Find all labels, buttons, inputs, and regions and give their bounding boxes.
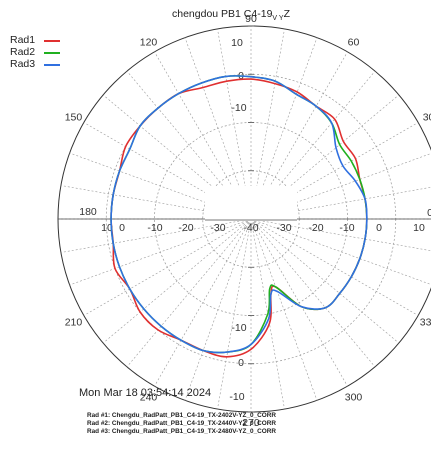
angle-label: 30 [423,112,431,124]
angle-label: 60 [348,36,360,48]
radial-tick-label: -10 [231,102,246,114]
center-mask [205,186,297,220]
legend-swatch [44,40,60,42]
series-line-rad3 [110,75,368,354]
legend-label: Rad2 [10,46,36,58]
angle-label: 270 [242,417,260,429]
angle-label: 0 [427,207,431,219]
legend-label: Rad3 [10,58,36,70]
title-text: chengdou PB1 C4-19 [172,8,273,20]
radial-tick-label: 10 [413,222,425,234]
grid-spoke [250,218,431,285]
grid-spoke [102,218,252,344]
legend-item-rad2: Rad2 [10,46,90,58]
radial-tick-label: -30 [210,222,225,234]
angle-labels: 0 30 60 90 120 150 180 210 240 270 300 330 [65,13,431,429]
angle-label: 150 [65,112,83,124]
grid-spoke [184,218,252,401]
grid-spoke [69,218,252,286]
angle-label: 90 [245,13,257,25]
grid-spoke [250,218,431,252]
title-tail: Z [283,8,290,20]
radial-tick-label: 0 [119,222,125,234]
legend-label: Rad1 [10,34,36,46]
angle-label: 330 [420,317,431,329]
radial-tick-label: 10 [101,222,113,234]
grid-spoke [154,218,252,387]
title-subscript: V Y [272,15,284,22]
timestamp: Mon Mar 18 03:54:14 2024 [79,387,212,399]
radial-tick-label: -10 [231,322,246,334]
radial-tick-label: -20 [308,222,323,234]
grid-spoke [250,218,419,316]
angle-label: 120 [140,36,158,48]
legend-item-rad1: Rad1 [10,34,90,46]
grid-spoke [217,218,252,410]
radial-tick-label: -20 [178,222,193,234]
grid-spoke [250,218,376,368]
grid-spoke [250,218,400,344]
legend-swatch [44,52,60,54]
footer-line: Rad #3: Chengdu_RadPatt_PB1_C4-19_TX-248… [87,428,276,435]
grid-spoke [250,218,348,387]
legend-item-rad3: Rad3 [10,58,90,70]
series-traces [110,75,368,358]
angle-label: 300 [345,392,363,404]
legend-swatch [44,64,60,66]
footer-line: Rad #1: Chengdu_RadPatt_PB1_C4-19_TX-240… [87,412,276,419]
footer-file-list: Rad #1: Chengdu_RadPatt_PB1_C4-19_TX-240… [87,412,276,436]
radial-tick-label: -10 [229,391,244,403]
grid-spoke [83,218,252,316]
radial-tick-label: 0 [376,222,382,234]
grid-spoke [250,218,318,401]
angle-label: 240 [140,392,158,404]
radial-tick-label: 10 [231,37,243,49]
angle-label: 180 [79,206,97,218]
grid-spoke [126,218,252,368]
radial-tick-label: -40 [243,222,258,234]
radial-tick-label: -10 [147,222,162,234]
radial-tick-label: 0 [238,357,244,369]
angle-label: 210 [65,317,83,329]
radial-tick-label: -10 [339,222,354,234]
grid-spoke [60,218,252,253]
radial-tick-label: -30 [276,222,291,234]
footer-line: Rad #2: Chengdu_RadPatt_PB1_C4-19_TX-244… [87,420,276,427]
chart-title: chengdou PB1 C4-19V YZ [172,8,290,22]
